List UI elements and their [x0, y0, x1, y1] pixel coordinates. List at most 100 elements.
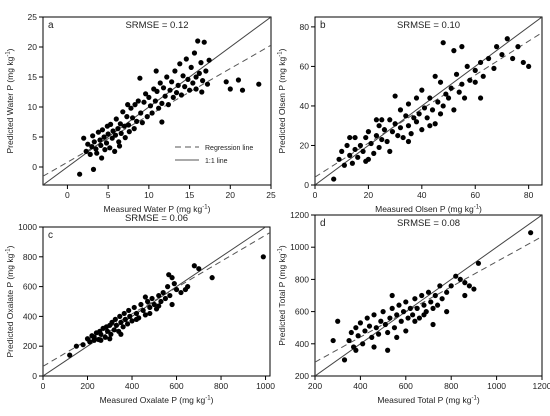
- data-point: [110, 128, 116, 134]
- data-point: [178, 92, 185, 98]
- data-point: [108, 331, 114, 337]
- y-tick-label: 20: [28, 42, 38, 52]
- data-point: [352, 134, 358, 141]
- data-point: [183, 56, 189, 62]
- data-point: [355, 154, 361, 160]
- x-tick-label: 600: [169, 381, 183, 391]
- x-tick-label: 15: [185, 190, 195, 200]
- data-point: [131, 126, 137, 132]
- data-point: [116, 143, 123, 149]
- x-axis-label-text: Measured Water P (mg kg: [104, 204, 203, 214]
- data-point: [382, 321, 388, 328]
- y-tick-label: 15: [28, 72, 38, 82]
- y-tick-label: 20: [300, 140, 310, 150]
- data-point: [419, 127, 425, 133]
- data-point: [199, 89, 205, 95]
- data-point: [392, 121, 398, 127]
- data-point: [165, 102, 171, 108]
- data-point: [239, 87, 246, 93]
- data-point: [112, 148, 118, 154]
- x-tick-label: 1000: [256, 381, 275, 391]
- data-point: [112, 316, 118, 322]
- data-point: [365, 129, 372, 135]
- data-point: [177, 61, 183, 67]
- data-point: [127, 313, 133, 319]
- x-tick-label: 0: [313, 190, 318, 200]
- data-point: [394, 334, 400, 340]
- data-point: [201, 39, 207, 45]
- y-tick-label: 80: [300, 22, 310, 32]
- data-point: [149, 110, 155, 116]
- data-point: [144, 298, 151, 305]
- y-tick-label: 200: [23, 341, 37, 351]
- data-point: [412, 318, 418, 324]
- data-point: [160, 289, 166, 296]
- data-point: [115, 126, 121, 132]
- data-point: [387, 148, 393, 154]
- data-point: [435, 99, 441, 105]
- x-tick-label: 1000: [487, 381, 506, 391]
- data-point: [451, 107, 457, 113]
- data-point: [389, 305, 395, 311]
- data-point: [118, 331, 124, 337]
- data-point: [122, 135, 128, 141]
- panel-c-oxalate-p: 0 200 400 600 800 1000 0 200 400 600 800 1000 c SRMSE…: [5, 213, 275, 405]
- data-point: [397, 125, 404, 131]
- data-point: [98, 337, 104, 343]
- data-point: [160, 85, 167, 91]
- data-point: [132, 102, 138, 108]
- data-point: [164, 74, 170, 80]
- data-point: [410, 312, 416, 318]
- y-tick-label: 25: [28, 12, 38, 22]
- data-point: [113, 322, 120, 328]
- data-point: [427, 95, 433, 101]
- data-point: [510, 55, 516, 62]
- data-point: [373, 132, 380, 139]
- legend-entry-label: Regression line: [205, 145, 253, 152]
- data-point: [408, 131, 414, 137]
- data-point: [169, 79, 175, 85]
- data-point: [147, 103, 154, 109]
- y-tick-label: 5: [32, 132, 37, 142]
- data-point: [89, 144, 95, 150]
- data-point: [428, 299, 434, 305]
- data-point: [227, 86, 233, 92]
- data-point: [117, 313, 123, 319]
- panel-label: a: [48, 20, 54, 31]
- data-point: [412, 296, 418, 302]
- data-point: [430, 305, 436, 311]
- data-point: [365, 156, 372, 162]
- data-point: [341, 162, 347, 168]
- data-point: [87, 339, 93, 345]
- data-point: [131, 304, 137, 311]
- data-point: [191, 50, 198, 56]
- data-point: [453, 273, 459, 279]
- data-point: [138, 301, 144, 308]
- srmse-annotation: SRMSE = 0.06: [125, 213, 188, 224]
- data-point: [102, 147, 108, 153]
- x-tick-label: 400: [353, 381, 367, 391]
- plot-frame: [314, 16, 543, 186]
- data-point: [421, 105, 428, 111]
- panel-label: d: [320, 218, 326, 229]
- data-point: [477, 59, 484, 66]
- data-point: [355, 333, 361, 339]
- y-tick-label: 800: [295, 274, 309, 284]
- data-point: [116, 139, 122, 145]
- x-tick-label: 20: [364, 190, 374, 200]
- one-to-one-line: [315, 17, 542, 185]
- x-tick-label: 5: [106, 190, 111, 200]
- data-point: [172, 68, 178, 74]
- data-point: [156, 105, 162, 111]
- data-point: [427, 123, 433, 129]
- data-point: [385, 347, 391, 353]
- data-point: [162, 93, 168, 99]
- data-point: [158, 298, 164, 305]
- data-point: [118, 319, 124, 325]
- data-point: [133, 310, 140, 317]
- data-point: [169, 301, 175, 308]
- data-point: [467, 77, 473, 83]
- data-point: [166, 272, 172, 278]
- data-point: [126, 307, 132, 314]
